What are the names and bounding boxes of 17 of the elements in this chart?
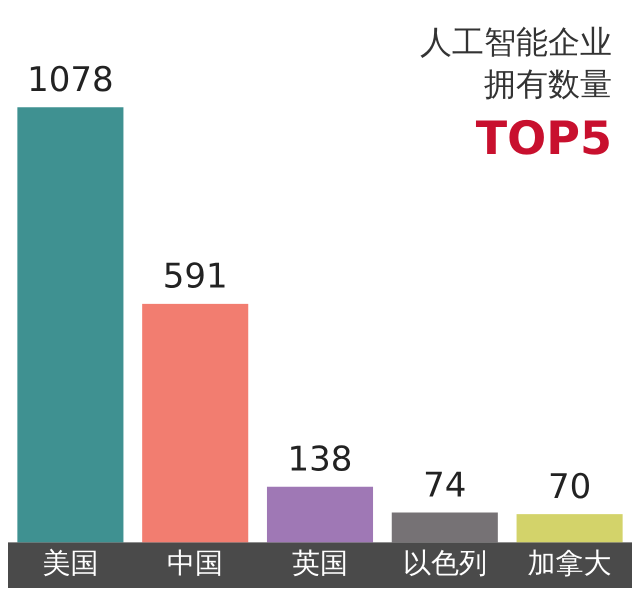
bar	[392, 512, 498, 542]
x-tick-label: 中国	[167, 546, 224, 580]
chart-subtitle: TOP5	[474, 111, 612, 166]
bar	[142, 304, 248, 542]
data-label: 70	[548, 466, 592, 507]
x-tick-label: 美国	[42, 546, 98, 580]
bar	[266, 486, 374, 542]
data-label: 138	[288, 440, 352, 480]
data-label: 74	[423, 465, 466, 506]
bar	[17, 107, 124, 542]
x-tick-label: 以色列	[402, 546, 487, 580]
data-label: 1078	[27, 60, 114, 100]
x-tick-label: 英国	[292, 546, 348, 580]
data-label: 591	[162, 256, 228, 297]
chart-title: 人工智能企业拥有数量	[419, 22, 612, 105]
bar	[516, 514, 623, 542]
x-tick-label: 加拿大	[528, 546, 612, 580]
